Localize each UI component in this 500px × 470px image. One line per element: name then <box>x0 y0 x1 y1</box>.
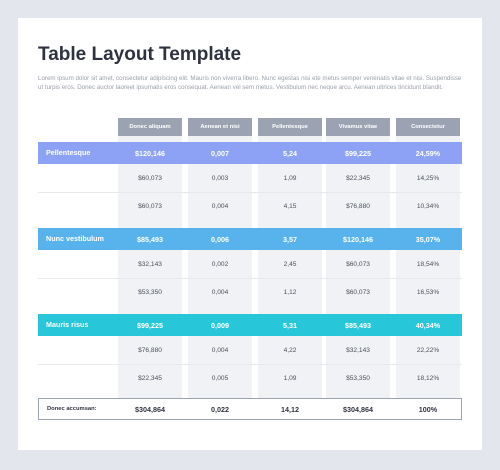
group-band: Nunc vestibulum $85,493 0,006 3,57 $120,146 3… <box>38 228 462 250</box>
row-separator <box>38 278 462 279</box>
table-cell: $60,073 <box>138 174 162 182</box>
column-header: Aenean et nisi <box>188 118 252 136</box>
group-summary-cell: $120,146 <box>343 234 373 244</box>
table-cell: 16,53% <box>416 288 440 296</box>
table-cell: 1,12 <box>283 288 297 296</box>
table-cell: 0,004 <box>211 202 229 210</box>
table-cell: $76,880 <box>346 202 370 210</box>
group-band: Mauris risus $99,225 0,009 5,31 $85,493 40,34… <box>38 314 462 336</box>
column-header: Pellentesque <box>258 118 322 136</box>
table-cell: 18,12% <box>416 374 440 382</box>
table-cell: $60,073 <box>138 202 162 210</box>
table-cell: 0,003 <box>211 174 229 182</box>
group-summary-cell: $99,225 <box>345 148 371 158</box>
table-cell: $53,350 <box>346 374 370 382</box>
table-cell: 2,45 <box>283 260 297 268</box>
group-summary-cell: 40,34% <box>415 320 441 330</box>
group-band: Pellentesque $120,146 0,007 5,24 $99,225 24,5… <box>38 142 462 164</box>
table-cell: $53,350 <box>138 288 162 296</box>
total-cell: $304,864 <box>135 404 165 414</box>
total-cell: 14,12 <box>281 404 299 414</box>
total-cell: 100% <box>418 404 438 414</box>
table-cell: 0,004 <box>211 346 229 354</box>
group-summary-cell: $120,146 <box>135 148 165 158</box>
table-cell: 1,09 <box>283 374 297 382</box>
row-separator <box>38 192 462 193</box>
group-summary-cell: 35,07% <box>415 234 441 244</box>
total-row: Donec accumsan: $304,864 0,022 14,12 $304,86… <box>38 398 462 420</box>
group-summary-cell: 0,009 <box>211 320 229 330</box>
table-cell: 4,22 <box>283 346 297 354</box>
group-label: Mauris risus <box>46 320 89 329</box>
page-description: Lorem ipsum dolor sit amet, consectetur … <box>38 75 462 91</box>
group-summary-cell: 5,24 <box>283 148 297 158</box>
group-label: Pellentesque <box>46 148 91 157</box>
group-summary-cell: 24,59% <box>415 148 441 158</box>
table-cell: $60,073 <box>346 288 370 296</box>
table-cell: $60,073 <box>346 260 370 268</box>
column-background <box>118 118 182 410</box>
row-separator <box>38 364 462 365</box>
table-cell: 14,25% <box>416 174 440 182</box>
table-cell: $22,345 <box>346 174 370 182</box>
column-header: Donec aliquam <box>118 118 182 136</box>
column-header: Consectetur <box>396 118 460 136</box>
table-cell: 0,005 <box>211 374 229 382</box>
table-cell: 18,54% <box>416 260 440 268</box>
group-summary-cell: $99,225 <box>137 320 163 330</box>
total-cell: $304,864 <box>343 404 373 414</box>
table-cell: $76,880 <box>138 346 162 354</box>
column-background <box>188 118 252 410</box>
table-cell: 10,34% <box>416 202 440 210</box>
table-cell: 1,09 <box>283 174 297 182</box>
group-summary-cell: 5,31 <box>283 320 297 330</box>
column-background <box>396 118 460 410</box>
total-cell: 0,022 <box>211 404 229 414</box>
group-label: Nunc vestibulum <box>46 234 104 243</box>
group-summary-cell: $85,493 <box>345 320 371 330</box>
group-summary-cell: 0,007 <box>211 148 229 158</box>
table-cell: 4,15 <box>283 202 297 210</box>
table-cell: $32,143 <box>346 346 370 354</box>
group-summary-cell: 3,57 <box>283 234 297 244</box>
group-summary-cell: 0,006 <box>211 234 229 244</box>
group-summary-cell: $85,493 <box>137 234 163 244</box>
page-title: Table Layout Template <box>38 44 242 65</box>
table-cell: 0,002 <box>211 260 229 268</box>
table-card: Table Layout Template Lorem ipsum dolor … <box>18 18 482 450</box>
column-background <box>258 118 322 410</box>
column-header: Vivamus vitae <box>326 118 390 136</box>
table-cell: 22,22% <box>416 346 440 354</box>
total-label: Donec accumsan: <box>47 406 97 412</box>
table-cell: $22,345 <box>138 374 162 382</box>
table-cell: 0,004 <box>211 288 229 296</box>
column-background <box>326 118 390 410</box>
table-cell: $32,143 <box>138 260 162 268</box>
